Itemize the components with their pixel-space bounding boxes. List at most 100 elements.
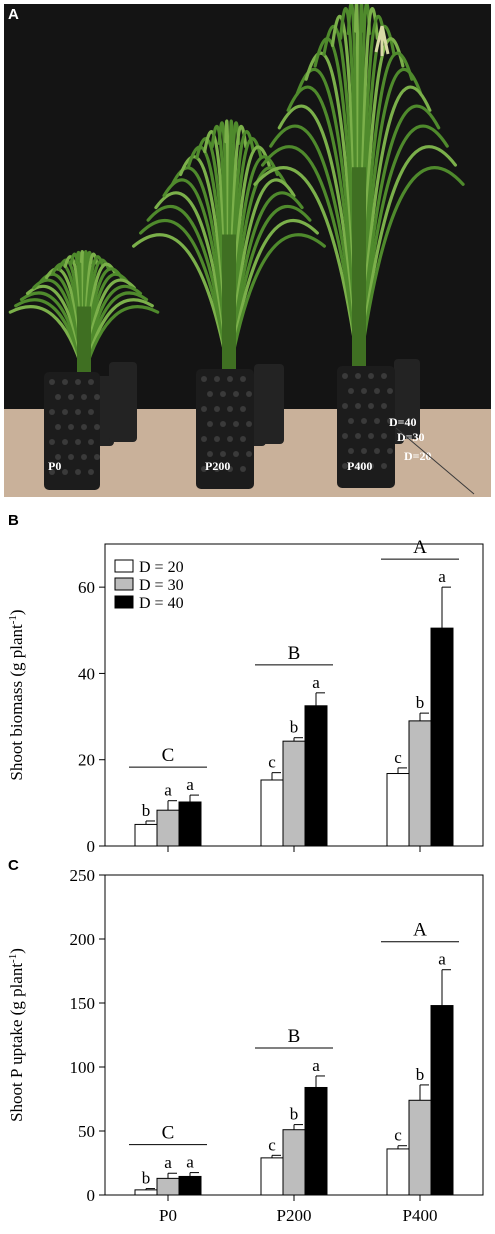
- puptake-bar-2-1: [408, 1099, 432, 1196]
- rear-pot-3: [254, 364, 284, 444]
- pot-stud-2-5-0: [348, 448, 354, 454]
- depth-guide-line: [395, 427, 475, 495]
- puptake-sig-letter-1-2: a: [312, 1056, 320, 1075]
- pot-stud-1-4-2: [227, 436, 233, 442]
- pot-stud-0-1-1: [68, 394, 74, 400]
- biomass-sig-letter-2-2: a: [438, 567, 446, 586]
- biomass-group-letter-2: A: [413, 537, 427, 558]
- biomass-legend-swatch-0: [114, 559, 134, 573]
- pot-stud-0-1-3: [94, 394, 100, 400]
- pot-stud-2-2-0: [342, 403, 348, 409]
- rear-pot-5: [394, 359, 420, 439]
- leaf-2-23: [357, 124, 449, 374]
- biomass-bar-0-2: [178, 801, 202, 847]
- pot-label-p400: P400: [347, 459, 372, 473]
- leaf-2-24: [357, 145, 458, 374]
- pot-stud-2-4-0: [342, 433, 348, 439]
- puptake-category-label-0: P0: [159, 1206, 177, 1225]
- pot-stud-0-4-0: [49, 439, 55, 445]
- pot-stud-0-4-3: [88, 439, 94, 445]
- pot-stud-2-4-1: [355, 433, 361, 439]
- pot-stud-2-0-2: [368, 373, 374, 379]
- puptake-bar-0-2: [178, 1175, 202, 1196]
- pot-stud-0-5-1: [68, 454, 74, 460]
- pot-stud-2-0-0: [342, 373, 348, 379]
- panel-b-letter: B: [8, 512, 19, 529]
- pot-stud-2-6-3: [381, 463, 387, 469]
- pot-stud-0-3-1: [68, 424, 74, 430]
- puptake-ytick-label-5: 250: [70, 866, 96, 885]
- pot-stud-2-0-1: [355, 373, 361, 379]
- pot-stud-0-2-1: [62, 409, 68, 415]
- rear-pot-1: [109, 362, 137, 442]
- pot-stud-2-6-1: [355, 463, 361, 469]
- pot-label-p200: P200: [205, 459, 230, 473]
- pot-stud-0-1-0: [55, 394, 61, 400]
- pot-stud-2-4-3: [381, 433, 387, 439]
- puptake-bar-1-0: [260, 1157, 284, 1196]
- pot-stud-1-5-3: [246, 451, 252, 457]
- puptake-category-label-1: P200: [277, 1206, 312, 1225]
- pot-stud-0-4-1: [62, 439, 68, 445]
- puptake-sig-letter-2-2: a: [438, 950, 446, 969]
- pot-stud-1-1-2: [233, 391, 239, 397]
- pot-stud-0-0-0: [49, 379, 55, 385]
- biomass-sig-letter-1-2: a: [312, 673, 320, 692]
- pot-stud-1-3-1: [220, 421, 226, 427]
- tassel: [374, 25, 390, 56]
- pot-stud-1-3-0: [207, 421, 213, 427]
- leaf-2-22: [357, 104, 441, 374]
- puptake-bar-0-0: [134, 1189, 158, 1196]
- biomass-ylabel: Shoot biomass (g plant-1): [7, 609, 26, 780]
- puptake-bar-0-1: [156, 1177, 180, 1196]
- pot-stud-0-3-2: [81, 424, 87, 430]
- pot-stud-2-2-3: [381, 403, 387, 409]
- pot-stud-1-5-1: [220, 451, 226, 457]
- puptake-sig-letter-0-0: b: [142, 1169, 151, 1188]
- biomass-bar-0-1: [156, 809, 180, 847]
- pot-stud-0-6-1: [62, 469, 68, 475]
- leaf-1-24: [227, 219, 319, 376]
- panel-c-letter: C: [8, 857, 19, 874]
- pot-stud-2-1-0: [348, 388, 354, 394]
- biomass-bar-1-0: [260, 779, 284, 847]
- biomass-legend-swatch-1: [114, 577, 134, 591]
- puptake-ytick-label-3: 150: [70, 994, 96, 1013]
- pot-stud-1-0-1: [214, 376, 220, 382]
- pot-stud-1-0-2: [227, 376, 233, 382]
- biomass-legend-label-1: D = 30: [139, 577, 184, 594]
- pot-stud-2-5-3: [387, 448, 393, 454]
- biomass-legend-label-2: D = 40: [139, 595, 184, 612]
- pot-stud-0-0-2: [75, 379, 81, 385]
- pot-stud-1-6-2: [227, 466, 233, 472]
- puptake-sig-letter-0-2: a: [186, 1153, 194, 1172]
- pot-stud-2-3-3: [387, 418, 393, 424]
- leaf-2-1: [260, 145, 361, 374]
- pot-stud-1-6-0: [201, 466, 207, 472]
- puptake-bar-2-2: [430, 1005, 454, 1196]
- pot-stud-1-0-3: [240, 376, 246, 382]
- biomass-bar-1-1: [282, 740, 306, 847]
- biomass-legend-label-0: D = 20: [139, 559, 184, 576]
- puptake-sig-letter-0-1: a: [164, 1153, 172, 1172]
- biomass-sig-letter-1-1: b: [290, 718, 299, 737]
- biomass-group-letter-1: B: [288, 643, 301, 664]
- depth-label-30: D=30: [397, 430, 425, 444]
- pot-stud-2-3-0: [348, 418, 354, 424]
- puptake-sig-letter-1-1: b: [290, 1105, 299, 1124]
- puptake-group-letter-2: A: [413, 920, 427, 941]
- biomass-bar-2-2: [430, 627, 454, 847]
- pot-stud-1-1-0: [207, 391, 213, 397]
- pot-stud-0-5-3: [94, 454, 100, 460]
- leaf-1-25: [227, 233, 326, 376]
- pot-stud-1-1-1: [220, 391, 226, 397]
- pot-stud-0-6-2: [75, 469, 81, 475]
- front-pot-1: [196, 369, 254, 489]
- biomass-sig-letter-2-0: c: [394, 748, 402, 767]
- puptake-ytick-label-0: 0: [87, 1186, 96, 1205]
- pot-stud-1-2-2: [227, 406, 233, 412]
- pot-stud-1-5-0: [207, 451, 213, 457]
- pot-stud-1-6-1: [214, 466, 220, 472]
- pot-stud-0-5-2: [81, 454, 87, 460]
- puptake-bar-1-2: [304, 1086, 328, 1196]
